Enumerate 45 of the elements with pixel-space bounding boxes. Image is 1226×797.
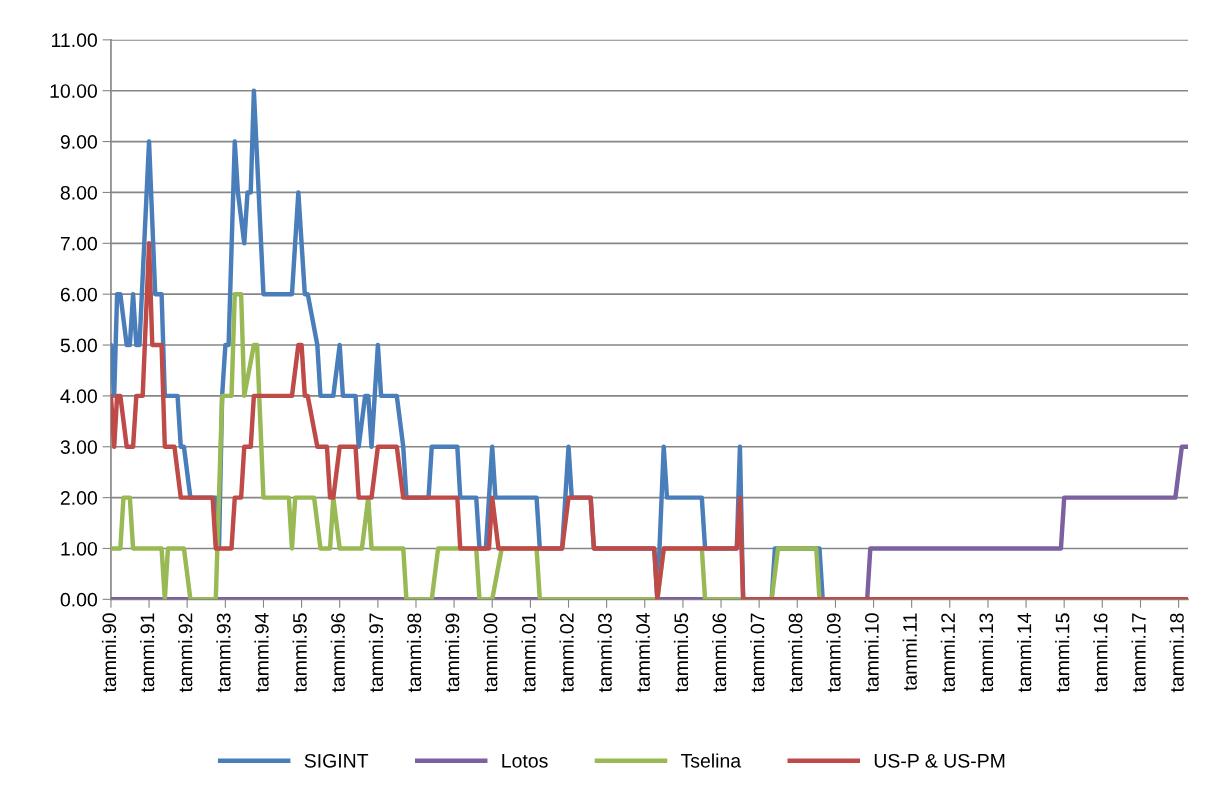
y-tick-label: 3.00 — [60, 440, 97, 454]
x-tick-label: tammi.11 — [902, 613, 917, 691]
y-tick-label: 8.00 — [60, 185, 97, 200]
y-tick-label: 11.00 — [52, 33, 97, 48]
legend-label: Lotos — [502, 754, 548, 768]
x-tick-label: tammi.98 — [406, 613, 422, 693]
y-tick-label: 9.00 — [60, 135, 97, 149]
x-tick-label: tammi.03 — [597, 613, 612, 693]
y-tick-label: 2.00 — [60, 491, 97, 505]
x-tick-label: tammi.09 — [826, 613, 841, 693]
x-tick-label: tammi.15 — [1055, 613, 1070, 693]
y-tick-label: 5.00 — [60, 338, 97, 353]
x-tick-label: tammi.94 — [254, 613, 269, 693]
y-tick-label: 10.00 — [50, 84, 97, 98]
y-tick-label: 6.00 — [60, 287, 97, 302]
y-tick-label: 7.00 — [60, 236, 97, 251]
x-tick-label: tammi.99 — [445, 613, 460, 693]
x-tick-label: tammi.92 — [178, 613, 193, 693]
x-tick-label: tammi.10 — [864, 613, 879, 693]
x-tick-label: tammi.13 — [978, 613, 994, 693]
x-tick-label: tammi.97 — [368, 613, 384, 693]
legend-label: US-P & US-PM — [874, 753, 1005, 768]
x-tick-label: tammi.90 — [101, 613, 117, 693]
x-tick-label: tammi.02 — [559, 613, 574, 693]
x-tick-label: tammi.05 — [673, 613, 689, 693]
x-tick-label: tammi.07 — [750, 613, 765, 693]
x-tick-label: tammi.91 — [139, 613, 155, 693]
legend-label: Tselina — [681, 753, 742, 768]
y-tick-label: 0.00 — [60, 592, 97, 607]
x-tick-label: tammi.96 — [330, 613, 345, 693]
x-tick-label: tammi.93 — [216, 613, 231, 693]
x-tick-label: tammi.14 — [1017, 613, 1032, 693]
x-tick-label: tammi.16 — [1093, 613, 1108, 693]
x-tick-label: tammi.12 — [940, 613, 955, 693]
x-tick-label: tammi.06 — [711, 613, 727, 693]
y-tick-label: 4.00 — [60, 389, 97, 404]
x-tick-label: tammi.17 — [1131, 613, 1146, 693]
x-tick-label: tammi.95 — [292, 613, 307, 693]
x-tick-label: tammi.04 — [635, 613, 650, 693]
x-tick-label: tammi.00 — [483, 613, 498, 693]
y-tick-label: 1.00 — [61, 541, 97, 556]
x-tick-label: tammi.18 — [1169, 613, 1184, 693]
x-tick-label: tammi.01 — [521, 613, 536, 693]
legend-label: SIGINT — [304, 753, 369, 768]
x-tick-label: tammi.08 — [788, 613, 803, 693]
